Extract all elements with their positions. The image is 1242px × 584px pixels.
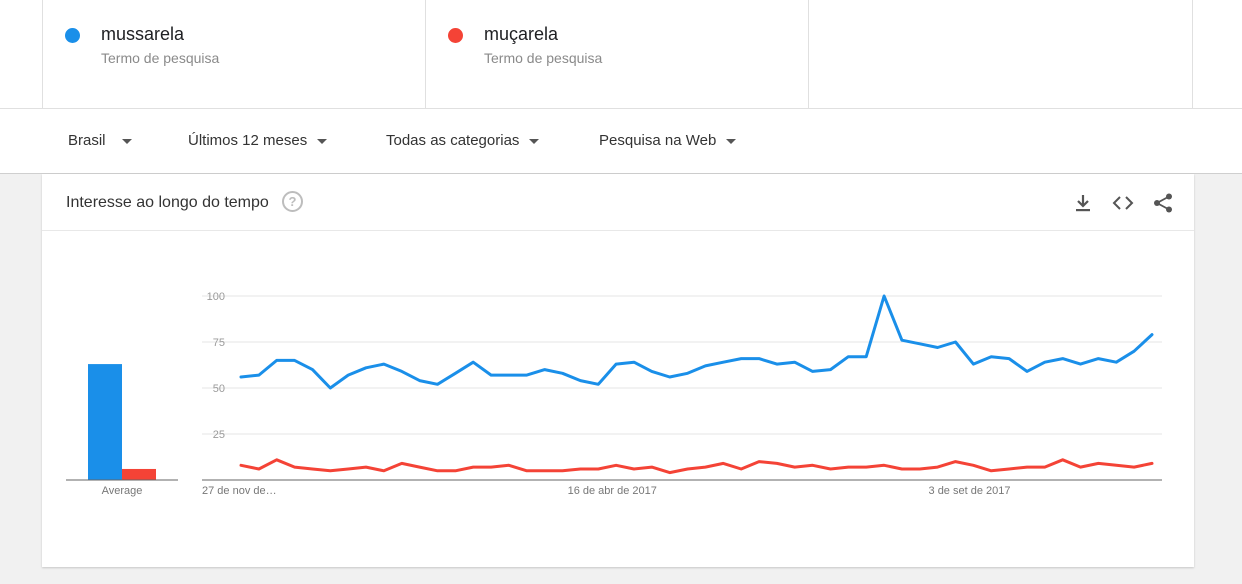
region-dropdown[interactable]: Brasil (68, 132, 132, 149)
y-tick-label: 100 (207, 291, 225, 303)
x-tick-label: 3 de set de 2017 (929, 485, 1011, 497)
term-cards-bar: mussarela Termo de pesquisa muçarela Ter… (0, 0, 1242, 108)
chart-gridlines: 25 50 75 100 (202, 291, 1162, 481)
x-tick-label: 16 de abr de 2017 (568, 485, 657, 497)
chevron-down-icon (726, 138, 737, 144)
series-line-1[interactable] (239, 458, 1154, 475)
y-tick-label: 75 (213, 337, 225, 349)
term-card-mucarela[interactable]: muçarela Termo de pesquisa (426, 0, 809, 108)
card-title: Interesse ao longo do tempo (66, 194, 269, 211)
y-tick-label: 50 (213, 383, 225, 395)
term-card-spacer (0, 0, 43, 108)
term-card-mussarela[interactable]: mussarela Termo de pesquisa (43, 0, 426, 108)
term-name: muçarela (484, 24, 559, 44)
download-icon[interactable] (1072, 192, 1094, 214)
term-subtitle: Termo de pesquisa (101, 50, 220, 66)
term-subtitle: Termo de pesquisa (484, 50, 603, 66)
chart-x-ticks: 27 de nov de… 16 de abr de 2017 3 de set d… (202, 485, 1010, 497)
series-color-dot (65, 28, 80, 43)
x-tick-label: 27 de nov de… (202, 485, 277, 497)
category-label: Todas as categorias (386, 132, 520, 149)
interest-chart: Average 25 50 75 100 27 de nov de… 16 de abr… (66, 291, 1162, 497)
period-label: Últimos 12 meses (188, 132, 308, 149)
series-line-0[interactable] (239, 294, 1154, 390)
search-type-label: Pesquisa na Web (599, 132, 717, 149)
share-icon[interactable] (1152, 192, 1174, 214)
add-comparison-card[interactable] (809, 0, 1193, 108)
average-bars: Average (66, 364, 178, 497)
y-tick-label: 25 (213, 429, 225, 441)
series-color-dot (448, 28, 463, 43)
category-dropdown[interactable]: Todas as categorias (386, 132, 540, 149)
chevron-down-icon (317, 138, 328, 144)
interest-over-time-card: Interesse ao longo do tempo ? Average 25… (42, 174, 1194, 567)
search-type-dropdown[interactable]: Pesquisa na Web (599, 132, 737, 149)
average-label: Average (102, 485, 143, 497)
region-label: Brasil (68, 132, 106, 149)
average-bar-1[interactable] (122, 468, 156, 480)
chevron-down-icon (121, 138, 132, 144)
chevron-down-icon (529, 138, 540, 144)
average-bar-0[interactable] (88, 364, 122, 480)
filter-bar: Brasil Últimos 12 meses Todas as categor… (0, 108, 1242, 174)
embed-code-icon[interactable] (1112, 192, 1134, 214)
period-dropdown[interactable]: Últimos 12 meses (188, 132, 328, 149)
card-header: Interesse ao longo do tempo ? (42, 174, 1194, 231)
chart-series-lines (239, 294, 1154, 475)
help-icon[interactable]: ? (282, 191, 303, 212)
term-name: mussarela (101, 24, 185, 44)
